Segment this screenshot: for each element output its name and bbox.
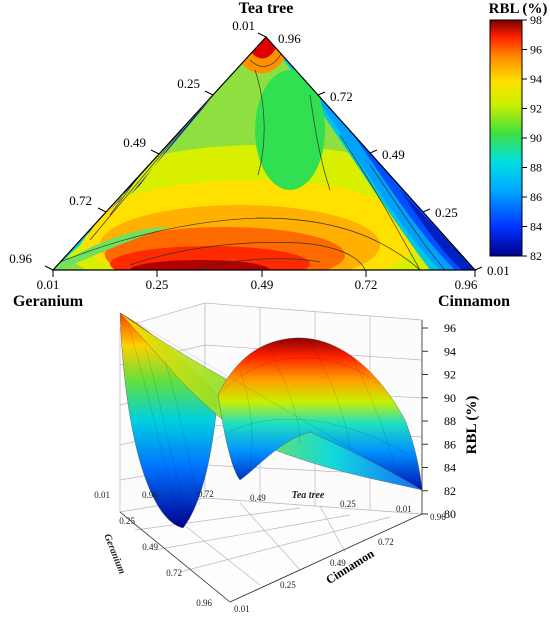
bottom-tick-0: 0.01: [37, 277, 60, 292]
bottom-tick-1: 0.25: [146, 277, 169, 292]
geranium-tick-2: 0.49: [142, 542, 158, 552]
colorbar-tick-0: 98: [530, 13, 542, 27]
colorbar-tick-8: 82: [530, 249, 542, 263]
geranium-tick-1: 0.25: [119, 516, 135, 526]
vertex-label-cinnamon: Cinnamon: [438, 293, 510, 310]
colorbar-tick-4: 90: [530, 131, 542, 145]
bottom-tick-3: 0.72: [355, 277, 378, 292]
vertex-label-tea-tree: Tea tree: [239, 0, 294, 17]
z-tick-5: 86: [444, 437, 456, 451]
colorbar-tick-2: 94: [530, 72, 542, 86]
geranium-tick-0: 0.01: [94, 490, 110, 500]
tea-tick-3: 0.25: [340, 499, 356, 509]
colorbar-title: RBL (%): [489, 1, 548, 17]
colorbar-ticks: 98 96 94 92 90 88 86 84 82: [522, 13, 542, 263]
colorbar-tick-5: 88: [530, 161, 542, 175]
colorbar-tick-7: 84: [530, 220, 542, 234]
cinnamon-tick-3: 0.25: [280, 580, 296, 590]
ternary-heatmap: [53, 37, 475, 270]
colorbar: [489, 19, 523, 257]
geranium-axis-label: Geranium: [101, 532, 127, 575]
z-axis-label: RBL (%): [464, 396, 480, 455]
cinnamon-tick-0: 0.96: [430, 512, 446, 522]
right-tick-3: 0.25: [435, 205, 458, 220]
z-ticks: 96 94 92 90 88 86 84 82 80: [422, 321, 456, 521]
cinnamon-tick-2: 0.49: [330, 558, 346, 568]
geranium-tick-4: 0.96: [196, 598, 212, 608]
colorbar-tick-6: 86: [530, 190, 542, 204]
tea-tick-2: 0.49: [250, 493, 266, 503]
z-tick-0: 96: [444, 321, 456, 335]
cinnamon-tick-1: 0.72: [378, 537, 394, 547]
right-tick-4: 0.01: [487, 263, 510, 278]
left-tick-3: 0.25: [177, 76, 200, 91]
left-tick-1: 0.72: [69, 193, 92, 208]
colorbar-tick-1: 96: [530, 43, 542, 57]
cinnamon-tick-4: 0.01: [234, 604, 250, 614]
z-tick-3: 90: [444, 391, 456, 405]
right-tick-2: 0.49: [382, 147, 405, 162]
colorbar-tick-3: 92: [530, 102, 542, 116]
z-tick-2: 92: [444, 368, 456, 382]
left-tick-2: 0.49: [123, 135, 146, 150]
bottom-tick-4: 0.96: [455, 277, 478, 292]
right-tick-1: 0.72: [330, 89, 353, 104]
tea-tick-0: 0.96: [142, 490, 158, 500]
ternary-plot: Tea tree Geranium Cinnamon 0.96 0.72 0.4…: [9, 0, 547, 310]
z-tick-6: 84: [444, 461, 456, 475]
surface-plot: 96 94 92 90 88 86 84 82 80 RBL (%) Tea tree Gera…: [94, 302, 480, 614]
bottom-tick-2: 0.49: [251, 277, 274, 292]
tea-tick-1: 0.72: [198, 489, 214, 499]
z-tick-8: 80: [444, 507, 456, 521]
left-tick-0: 0.96: [9, 251, 32, 266]
ternary-frame: [51, 36, 477, 271]
surface-mesh: [119, 312, 423, 529]
z-tick-7: 82: [444, 484, 456, 498]
z-tick-1: 94: [444, 344, 456, 358]
vertex-label-geranium: Geranium: [13, 293, 84, 310]
tea-tick-4: 0.01: [396, 504, 412, 514]
geranium-tick-3: 0.72: [166, 568, 182, 578]
z-tick-4: 88: [444, 414, 456, 428]
left-tick-4: 0.01: [232, 18, 255, 33]
right-tick-0: 0.96: [278, 31, 301, 46]
tea-axis-label: Tea tree: [292, 490, 325, 501]
